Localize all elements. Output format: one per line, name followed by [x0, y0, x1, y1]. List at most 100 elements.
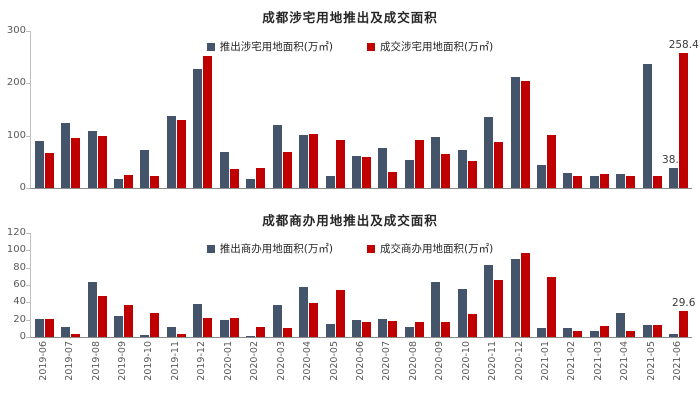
bar-group [348, 233, 374, 337]
bar-group [480, 31, 506, 188]
x-axis-tick-label: 2019-11 [169, 341, 181, 381]
launched-bar [510, 259, 520, 337]
bar-group [428, 233, 454, 337]
bar-group [560, 31, 586, 188]
launched-bar [114, 316, 124, 337]
transacted-bar [71, 334, 81, 337]
launched-bar [457, 289, 467, 337]
bar-group [163, 31, 189, 188]
transacted-bar [150, 313, 160, 337]
launched-bar [642, 64, 652, 188]
chart-title: 成都涉宅用地推出及成交面积 [262, 10, 438, 25]
launched-bar [87, 131, 97, 188]
transacted-bar [520, 81, 530, 188]
x-axis-tick-label: 2019-10 [143, 341, 155, 381]
x-axis-tick-label: 2020-03 [275, 341, 287, 381]
bar-group: 29.6 [666, 233, 695, 337]
x-axis-tick-label: 2021-01 [540, 341, 552, 381]
y-axis-tick-label: 200 [6, 77, 26, 89]
launched-bar [616, 313, 626, 337]
legend: 推出商办用地面积(万㎡) 成交商办用地面积(万㎡) [0, 241, 700, 256]
launched-bar [404, 327, 414, 337]
launched-bar [34, 141, 44, 188]
transacted-bar [652, 325, 662, 337]
y-axis-tick-mark [26, 268, 30, 269]
transacted-bar [176, 334, 186, 337]
transacted-bar [44, 153, 54, 188]
bar-group [243, 31, 269, 188]
launched-bar [219, 152, 229, 188]
launched-bar [140, 150, 150, 188]
launched-bar [166, 116, 176, 188]
launched-bar [61, 123, 71, 188]
x-axis-tick-label: 2020-08 [407, 341, 419, 381]
bar-group [295, 233, 321, 337]
y-axis-tick-mark [26, 136, 30, 137]
transacted-bar [626, 331, 636, 337]
bar-group [31, 31, 57, 188]
launched-bar [166, 327, 176, 337]
bar-group [295, 31, 321, 188]
bar-group [401, 31, 427, 188]
transacted-bar [176, 120, 186, 188]
launched-bar [140, 335, 150, 337]
transacted-bar [388, 172, 398, 188]
x-axis-tick-label: 2021-04 [619, 341, 631, 381]
y-axis-tick-mark [26, 285, 30, 286]
legend-label-launched: 推出商办用地面积(万㎡) [219, 243, 333, 255]
transacted-bar [494, 142, 504, 188]
y-axis-tick-mark [26, 250, 30, 251]
data-value-label: 29.6 [672, 297, 696, 309]
transacted-bar [599, 174, 609, 188]
x-axis-tick-label: 2020-10 [460, 341, 472, 381]
launched-bar [642, 325, 652, 337]
launched-bar [457, 150, 467, 188]
transacted-bar: 29.6 [672, 297, 695, 337]
y-axis-tick-mark [26, 31, 30, 32]
bar-group [163, 233, 189, 337]
bar-group [84, 31, 110, 188]
y-axis-tick-label: 0 [19, 182, 26, 193]
x-axis-tick-label: 2019-07 [64, 341, 76, 381]
bar-group [480, 233, 506, 337]
launched-bar: 38.1 [662, 154, 685, 188]
bar-group: 38.1 258.4 [662, 31, 699, 188]
transacted-bar [441, 154, 451, 188]
transacted-bar [573, 331, 583, 337]
launched-bar [246, 179, 256, 188]
bar-group [507, 31, 533, 188]
transacted-bar [414, 322, 424, 337]
x-axis-labels: 2019-06 2019-07 2019-08 2019-09 2019-10 2019-… [30, 341, 691, 399]
transacted-bar [282, 328, 292, 337]
transacted-bar [309, 134, 319, 188]
launched-bar [404, 160, 414, 188]
bar-group [216, 31, 242, 188]
launched-bar [246, 336, 256, 337]
bar-group [110, 233, 136, 337]
transacted-bar [467, 314, 477, 337]
legend-label-transacted: 成交商办用地面积(万㎡) [380, 243, 494, 255]
launched-bar [431, 137, 441, 188]
launched-bar [563, 173, 573, 188]
data-value-label: 258.4 [668, 39, 699, 51]
y-axis-tick-mark [26, 320, 30, 321]
y-axis-tick-label: 100 [6, 244, 26, 256]
bar-group [613, 233, 639, 337]
launched-bar [114, 179, 124, 188]
launched-bar [537, 165, 547, 188]
launched-bar [669, 334, 679, 337]
legend-item-transacted: 成交商办用地面积(万㎡) [367, 241, 493, 256]
launched-bar [34, 319, 44, 337]
launched-bar [87, 282, 97, 337]
bar-group [190, 31, 216, 188]
x-axis-tick-label: 2021-02 [566, 341, 578, 381]
legend-item-launched: 推出商办用地面积(万㎡) [206, 241, 333, 256]
transacted-bar [97, 136, 107, 188]
launched-bar [484, 265, 494, 337]
transacted-bar [599, 326, 609, 337]
launched-bar [299, 287, 309, 337]
transacted-bar [361, 322, 371, 337]
transacted-bar [124, 175, 134, 188]
legend-swatch-launched [206, 42, 215, 51]
y-axis-tick-label: 100 [6, 129, 26, 141]
